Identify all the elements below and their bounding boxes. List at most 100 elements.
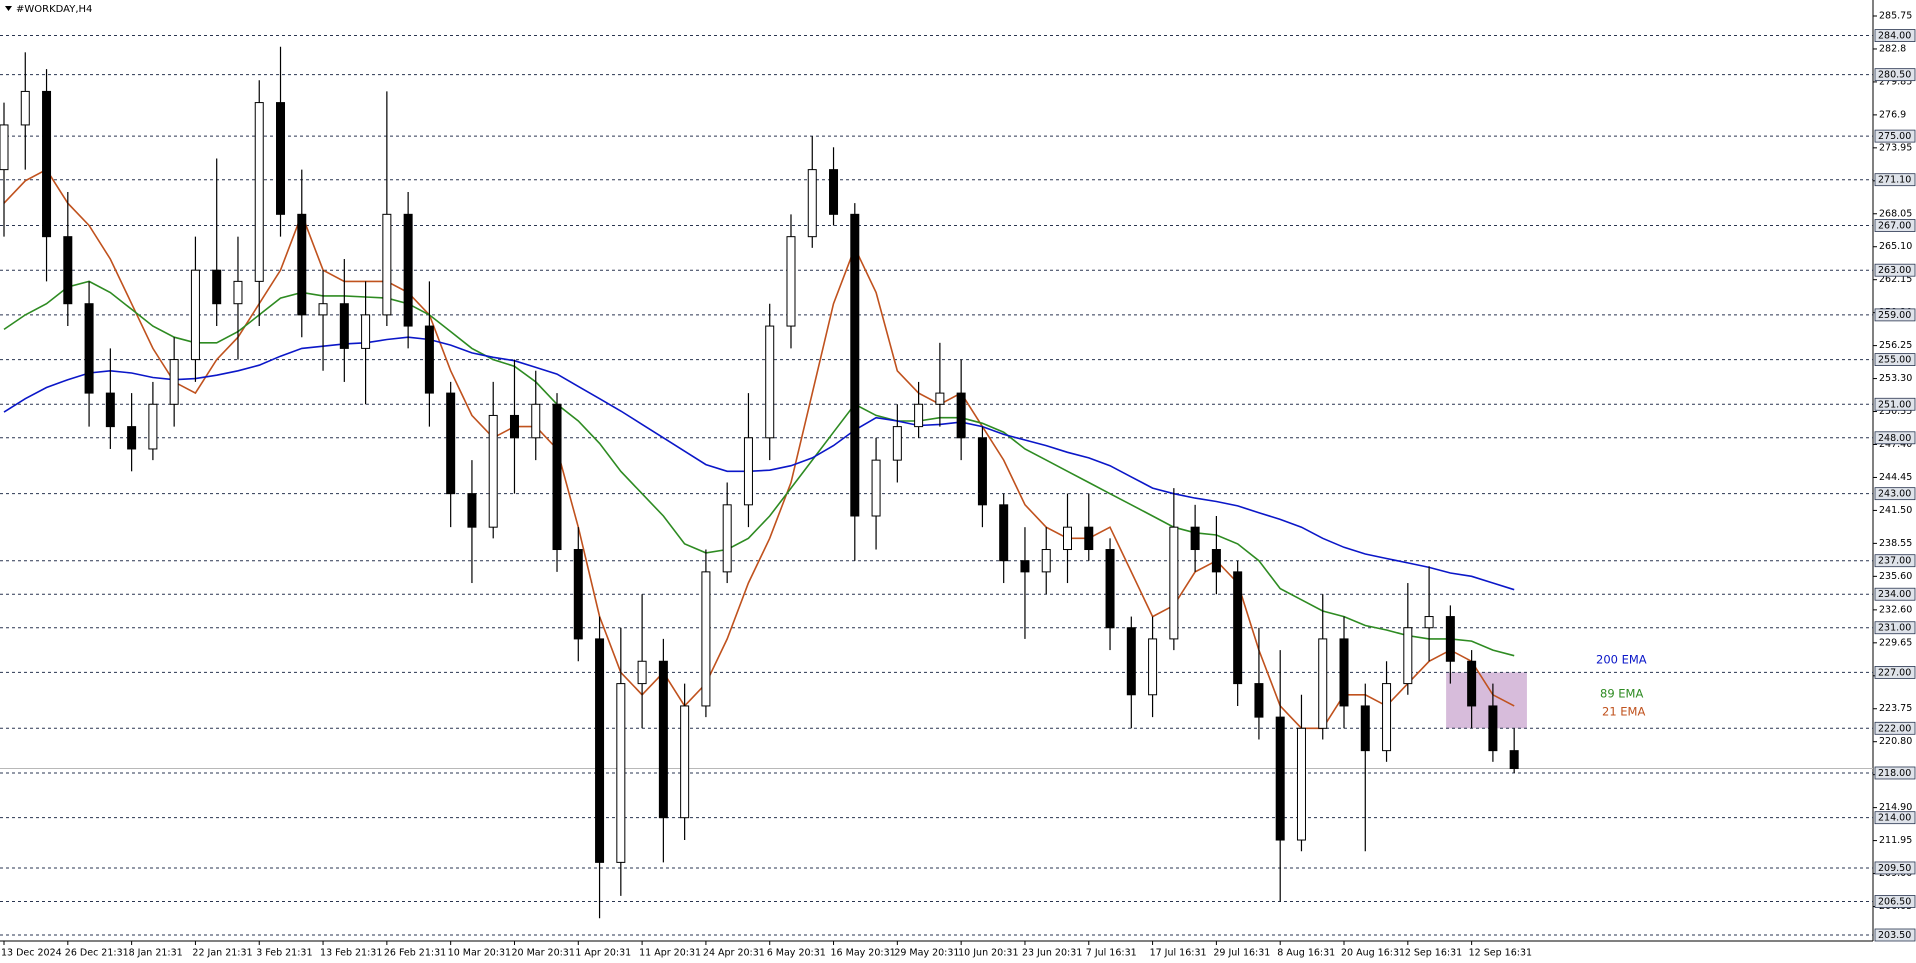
level-label: 248.00 — [1878, 433, 1911, 444]
x-tick-label: 10 Mar 20:31 — [448, 948, 511, 959]
candle-body — [233, 280, 243, 305]
level-label: 218.00 — [1878, 768, 1911, 779]
x-tick-label: 8 Jan 21:31 — [129, 948, 183, 959]
candle-body — [1084, 526, 1094, 551]
candle-body — [297, 213, 307, 316]
legend-label: 200 EMA — [1596, 653, 1647, 667]
candle-body — [424, 325, 434, 394]
x-tick-label: 22 Jan 21:31 — [192, 948, 252, 959]
candle-body — [1126, 627, 1136, 696]
x-tick-label: 3 Feb 21:31 — [256, 948, 312, 959]
y-tick-label: 244.45 — [1879, 472, 1912, 483]
level-label-box — [1874, 928, 1916, 942]
candle-body — [169, 359, 179, 405]
ema-line — [3, 336, 1515, 591]
candle-body — [1339, 638, 1349, 707]
y-tick-label: 282.8 — [1879, 43, 1906, 54]
candle-body — [1020, 560, 1030, 573]
x-tick-label: 10 Jun 20:31 — [958, 948, 1018, 959]
y-tick-label: 241.50 — [1879, 505, 1912, 516]
level-label-box — [1874, 861, 1916, 875]
candle-body — [1041, 549, 1051, 573]
x-tick-label: 29 Jul 16:31 — [1213, 948, 1270, 959]
level-label-box — [1874, 487, 1916, 501]
candle-body — [1211, 549, 1221, 573]
x-tick-label: 7 Jul 16:31 — [1086, 948, 1137, 959]
candle-body — [339, 303, 349, 349]
candle-body — [722, 504, 732, 573]
level-label-box — [1874, 29, 1916, 42]
level-label: 222.00 — [1878, 723, 1911, 734]
candle-body — [743, 437, 753, 506]
level-label-box — [1874, 397, 1916, 411]
y-tick-label: 256.25 — [1879, 340, 1912, 351]
candle-body — [1190, 526, 1200, 551]
level-label-box — [1874, 263, 1916, 277]
candle-body — [850, 213, 860, 517]
level-label-box — [1874, 173, 1916, 187]
level-label: 227.00 — [1878, 667, 1911, 678]
candle-body — [786, 236, 796, 327]
x-tick-label: 23 Jun 20:31 — [1022, 948, 1082, 959]
candle-body — [1488, 705, 1498, 752]
level-label: 251.00 — [1878, 399, 1911, 410]
candle-body — [1296, 727, 1306, 841]
legend-label: 89 EMA — [1600, 687, 1643, 701]
candle-body — [1318, 638, 1328, 729]
candle-body — [1445, 616, 1455, 662]
level-label: 243.00 — [1878, 489, 1911, 500]
candle-body — [1403, 627, 1413, 685]
candle-body — [1105, 549, 1115, 629]
candle-body — [467, 493, 477, 528]
x-tick-label: 8 Aug 16:31 — [1277, 948, 1335, 959]
candle-body — [892, 426, 902, 461]
level-label-box — [1874, 353, 1916, 366]
level-label: 263.00 — [1878, 265, 1911, 276]
x-tick-label: 26 Feb 21:31 — [384, 948, 446, 959]
level-label-box — [1874, 895, 1916, 908]
candle-body — [403, 213, 413, 327]
candle-body — [84, 303, 94, 394]
candle-body — [1063, 526, 1072, 551]
level-label: 275.00 — [1878, 131, 1911, 142]
x-tick-label: 20 Aug 16:31 — [1341, 948, 1405, 959]
candle-body — [552, 403, 562, 551]
candle-body — [488, 414, 498, 528]
level-label-box — [1874, 721, 1916, 735]
candle-body — [829, 169, 839, 215]
level-label-box — [1874, 766, 1916, 780]
candle-body — [20, 90, 30, 126]
level-label: 231.00 — [1878, 623, 1911, 634]
y-tick-label: 253.30 — [1879, 373, 1912, 384]
y-tick-label: 268.05 — [1879, 208, 1912, 219]
level-label: 255.00 — [1878, 355, 1911, 366]
level-label-box — [1874, 431, 1916, 445]
candle-body — [1169, 526, 1179, 640]
candle-body — [1275, 716, 1285, 841]
candle-body — [361, 314, 371, 349]
candle-body — [573, 549, 583, 640]
candle-body — [956, 392, 966, 439]
x-tick-label: 1 Apr 20:31 — [575, 948, 631, 959]
level-label: 206.50 — [1878, 896, 1911, 907]
level-label: 259.00 — [1878, 310, 1911, 321]
candle-body — [999, 504, 1009, 562]
candle-body — [1233, 571, 1243, 685]
y-tick-label: 247.40 — [1879, 439, 1912, 450]
y-tick-label: 211.95 — [1879, 835, 1912, 846]
x-tick-label: 6 May 20:31 — [767, 948, 826, 959]
candle-body — [1360, 705, 1370, 752]
title-arrow — [5, 6, 12, 11]
level-label-box — [1874, 666, 1916, 679]
candle-body — [701, 571, 711, 707]
candle-body — [637, 660, 647, 685]
x-tick-label: 13 Feb 21:31 — [320, 948, 382, 959]
candle-body — [658, 660, 668, 819]
level-label: 237.00 — [1878, 556, 1911, 567]
level-label: 280.50 — [1878, 70, 1911, 81]
candle-body — [127, 426, 137, 450]
level-label-box — [1874, 621, 1916, 635]
y-tick-label: 235.60 — [1879, 571, 1912, 582]
y-tick-label: 273.95 — [1879, 142, 1912, 153]
